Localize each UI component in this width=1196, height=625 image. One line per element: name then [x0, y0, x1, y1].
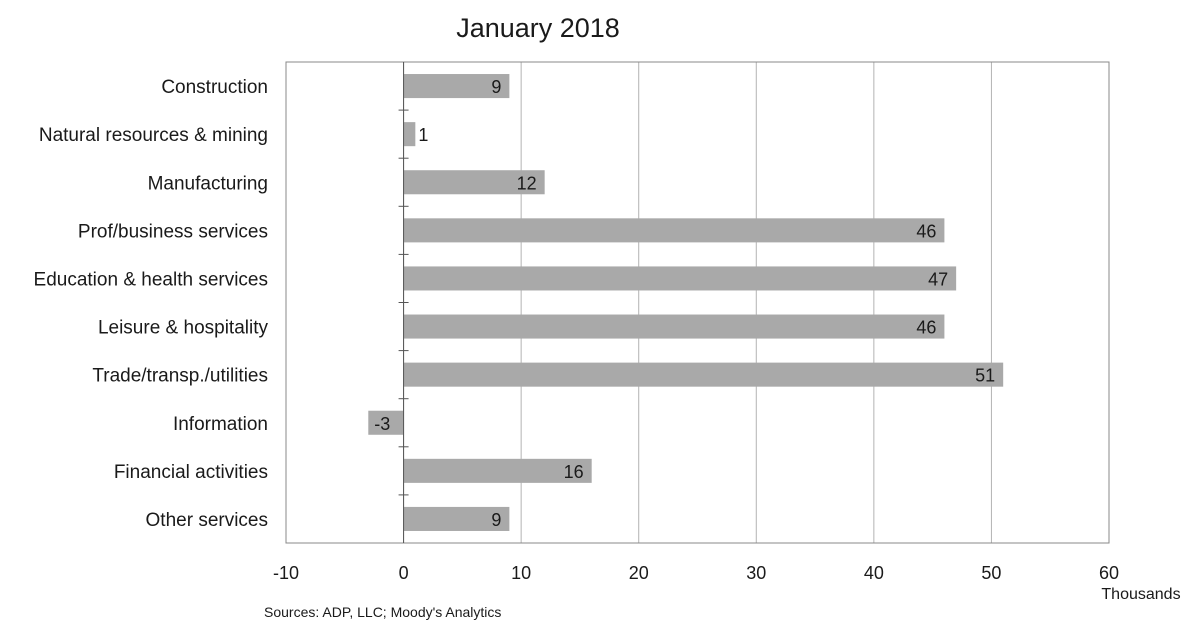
chart-title: January 2018 [456, 13, 620, 43]
category-label: Education & health services [34, 269, 268, 290]
x-tick-label: 60 [1099, 563, 1119, 583]
bar [403, 362, 1004, 387]
data-label: 46 [916, 318, 936, 338]
bar [403, 266, 957, 291]
bar [403, 74, 510, 99]
data-label: 46 [916, 221, 936, 241]
bar [403, 122, 416, 147]
data-label: 16 [564, 462, 584, 482]
x-tick-label: -10 [273, 563, 299, 583]
data-label: 51 [975, 366, 995, 386]
plot-area-frame [285, 61, 1110, 544]
data-label: 9 [491, 510, 501, 530]
source-note: Sources: ADP, LLC; Moody's Analytics [264, 604, 501, 620]
bar [403, 218, 945, 243]
x-tick-label: 40 [864, 563, 884, 583]
data-label: 47 [928, 269, 948, 289]
x-tick-label: 20 [629, 563, 649, 583]
zero-axis [398, 62, 409, 543]
data-label: 12 [517, 173, 537, 193]
category-label: Prof/business services [78, 221, 268, 242]
category-label: Natural resources & mining [39, 125, 268, 146]
category-label: Leisure & hospitality [98, 318, 269, 339]
data-label: -3 [374, 414, 390, 434]
bar [368, 410, 404, 435]
data-label: 1 [418, 125, 428, 145]
x-tick-labels: -10 0 10 20 30 40 50 60 [273, 563, 1119, 583]
x-tick-label: 10 [511, 563, 531, 583]
bar [403, 170, 545, 195]
x-tick-label: 50 [981, 563, 1001, 583]
bar [403, 314, 945, 339]
category-labels: Construction Natural resources & mining Ma… [34, 77, 269, 531]
x-tick-label: 0 [399, 563, 409, 583]
category-label: Information [173, 414, 268, 435]
x-axis-unit-label: Thousands [1101, 586, 1180, 603]
bar [403, 506, 510, 531]
category-label: Construction [161, 77, 268, 98]
x-tick-label: 30 [746, 563, 766, 583]
category-label: Other services [146, 510, 268, 531]
category-label: Trade/transp./utilities [92, 366, 268, 387]
data-label: 9 [491, 77, 501, 97]
bars: 9 1 12 46 47 46 51 -3 16 9 [368, 74, 1004, 531]
category-label: Financial activities [114, 462, 268, 483]
bar [403, 458, 592, 483]
category-label: Manufacturing [148, 173, 268, 194]
